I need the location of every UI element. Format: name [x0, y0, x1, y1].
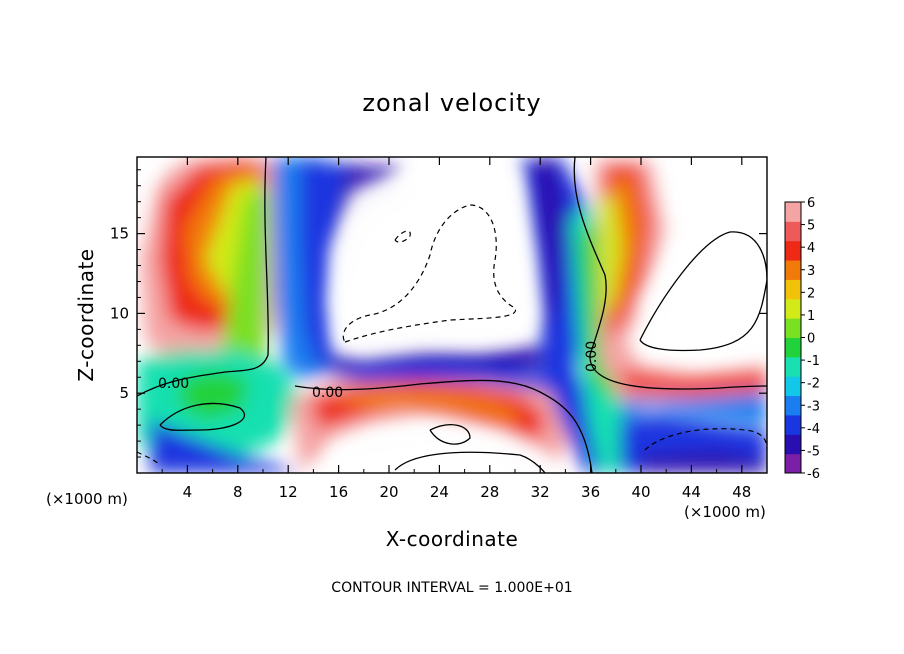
x-unit-note-right: (×1000 m) — [684, 503, 766, 521]
x-tick-label: 36 — [581, 483, 600, 501]
colorbar-swatch — [785, 279, 801, 300]
colorbar-swatch — [785, 318, 801, 338]
y-tick-label: 5 — [119, 384, 129, 402]
x-tick-label: 48 — [732, 483, 751, 501]
x-unit-note-left: (×1000 m) — [46, 490, 128, 508]
chart-title: zonal velocity — [362, 89, 541, 117]
x-tick-label: 20 — [379, 483, 398, 501]
contour-label: 0.00 — [312, 385, 343, 401]
colorbar-tick-label: 3 — [807, 264, 815, 279]
colorbar-tick-label: 4 — [807, 241, 815, 256]
y-tick-label: 15 — [110, 225, 129, 243]
plot-frame — [136, 156, 768, 474]
colorbar-swatch — [785, 453, 801, 474]
contour-label: 0.00 — [158, 376, 189, 392]
y-tick-label: 10 — [110, 304, 129, 322]
colorbar-swatch — [785, 298, 801, 319]
x-axis: 4 8 12 16 20 24 28 32 36 40 44 48 — [161, 157, 751, 501]
colorbar-tick-label: 5 — [807, 219, 815, 234]
x-tick-label: 40 — [631, 483, 650, 501]
colorbar-swatch — [785, 337, 801, 358]
x-tick-label: 16 — [329, 483, 348, 501]
contour-interval-note: CONTOUR INTERVAL = 1.000E+01 — [331, 580, 572, 596]
colorbar-tick-label: -5 — [807, 444, 820, 459]
colorbar-swatch — [785, 202, 801, 222]
colorbar-tick-label: -4 — [807, 422, 820, 437]
x-axis-label: X-coordinate — [386, 527, 519, 551]
x-tick-label: 28 — [480, 483, 499, 501]
colorbar-swatch — [785, 395, 801, 416]
zero-contour-lines — [137, 157, 767, 473]
x-tick-label: 8 — [233, 483, 243, 501]
colorbar: 6 5 4 3 2 1 0 -1 -2 -3 -4 -5 -6 — [784, 196, 820, 482]
colorbar-swatch — [785, 260, 801, 280]
x-tick-label: 44 — [682, 483, 701, 501]
colorbar-tick-label: -1 — [807, 354, 820, 369]
colorbar-tick-label: 0 — [807, 332, 815, 347]
velocity-field: 0.00 0.00 0.00 — [137, 157, 767, 473]
colorbar-swatch — [785, 240, 801, 261]
colorbar-tick-label: -3 — [807, 399, 820, 414]
colorbar-tick-label: -2 — [807, 377, 820, 392]
y-axis: 5 10 15 — [110, 169, 767, 458]
colorbar-tick-label: -6 — [807, 467, 820, 482]
y-axis-label: Z-coordinate — [74, 248, 98, 381]
x-tick-label: 12 — [279, 483, 298, 501]
colorbar-tick-label: 1 — [807, 309, 815, 324]
colorbar-swatch — [785, 356, 801, 377]
colorbar-swatch — [785, 414, 801, 435]
negative-contour-lines — [137, 204, 767, 466]
colorbar-swatch — [785, 221, 801, 242]
colorbar-tick-label: 2 — [807, 286, 815, 301]
colorbar-swatch — [785, 434, 801, 455]
colorbar-swatch — [785, 376, 801, 397]
contour-label: 0.00 — [584, 341, 600, 372]
x-tick-label: 24 — [430, 483, 449, 501]
x-tick-label: 32 — [531, 483, 550, 501]
colorbar-tick-label: 6 — [807, 196, 815, 211]
x-tick-label: 4 — [183, 483, 193, 501]
